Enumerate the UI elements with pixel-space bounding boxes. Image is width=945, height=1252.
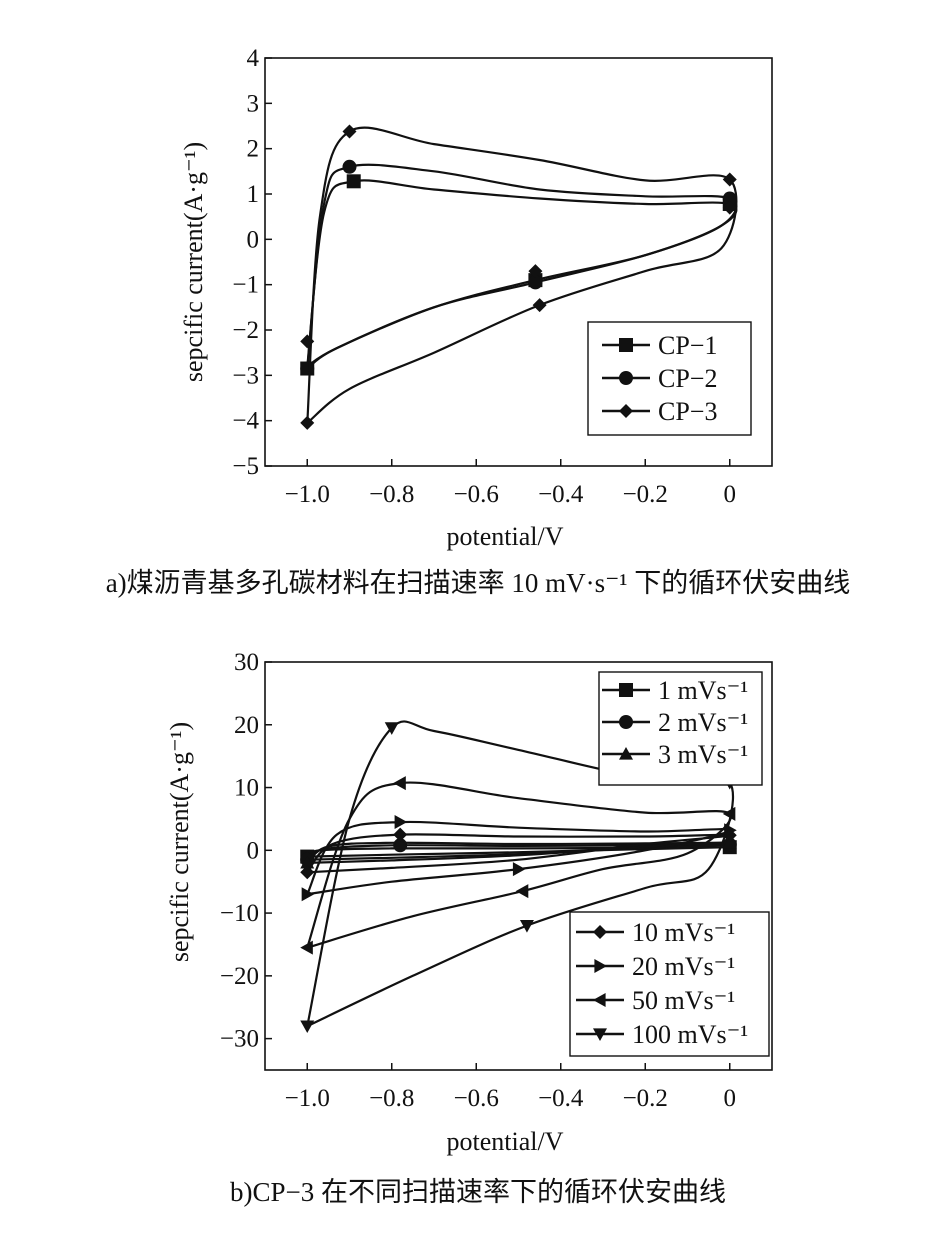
panel-a-plot-frame xyxy=(264,57,773,467)
series-marker-CP−3 xyxy=(532,298,547,313)
series-marker-100 mVs⁻¹ xyxy=(519,920,534,933)
series-marker-10 mVs⁻¹ xyxy=(300,865,315,880)
y-tick-label: 1 xyxy=(247,181,260,208)
series-marker-20 mVs⁻¹ xyxy=(512,862,526,877)
x-tick-label: −0.4 xyxy=(538,481,584,508)
series-marker-CP−2 xyxy=(300,361,315,376)
x-tick-label: −0.2 xyxy=(623,1085,668,1112)
legend-label: CP−2 xyxy=(658,364,717,393)
panel-b-legend-top: 1 mVs⁻¹ 2 mVs⁻¹ 3 mVs⁻¹ xyxy=(598,671,763,786)
panel-b-y-ticks: 30 20 10 0 −10 −20 −30 xyxy=(220,649,272,1053)
legend-marker xyxy=(619,404,633,418)
series-marker-CP−1 xyxy=(346,174,361,189)
y-tick-label: 3 xyxy=(247,90,260,117)
series-marker-CP−3 xyxy=(528,264,543,279)
legend-label: 1 mVs⁻¹ xyxy=(658,676,748,705)
legend-label: CP−3 xyxy=(658,397,717,426)
series-marker-50 mVs⁻¹ xyxy=(393,776,406,791)
panel-a-legend: CP−1 CP−2 CP−3 xyxy=(587,321,752,436)
panel-a-x-ticks: −1.0 −0.8 −0.6 −0.4 −0.2 0 xyxy=(285,459,736,508)
panel-b-caption: b)CP−3 在不同扫描速率下的循环伏安曲线 xyxy=(230,1177,726,1207)
x-tick-label: 0 xyxy=(724,1085,737,1112)
legend-label: 50 mVs⁻¹ xyxy=(632,986,735,1015)
y-tick-label: −30 xyxy=(220,1026,259,1053)
panel-b-chart: 30 20 10 0 −10 −20 −30 −1.0 −0.8 −0.6 −0.4 −0.2 0 p… xyxy=(165,649,773,1207)
y-tick-label: −20 xyxy=(220,963,259,990)
series-marker-100 mVs⁻¹ xyxy=(384,722,399,735)
y-tick-label: 20 xyxy=(234,712,259,739)
y-tick-label: 2 xyxy=(247,136,260,163)
y-tick-label: 0 xyxy=(247,226,260,253)
legend-marker xyxy=(593,1028,607,1041)
legend-marker xyxy=(619,747,633,760)
series-marker-10 mVs⁻¹ xyxy=(393,827,408,842)
y-tick-label: −1 xyxy=(232,272,259,299)
series-marker-20 mVs⁻¹ xyxy=(394,815,408,830)
panel-a-series xyxy=(300,124,738,430)
series-marker-CP−2 xyxy=(722,191,737,206)
y-tick-label: −4 xyxy=(232,408,259,435)
series-marker-50 mVs⁻¹ xyxy=(515,884,529,899)
panel-a-y-axis-label: sepcific current(A·g⁻¹) xyxy=(179,142,208,382)
x-tick-label: 0 xyxy=(724,481,737,508)
panel-b-legend-bottom: 10 mVs⁻¹ 20 mVs⁻¹ 50 mVs⁻¹ 100 mVs⁻¹ xyxy=(569,911,770,1057)
x-tick-label: −0.4 xyxy=(538,1085,584,1112)
series-line-CP−3 xyxy=(306,126,738,424)
legend-marker xyxy=(593,925,607,939)
x-tick-label: −1.0 xyxy=(285,481,330,508)
panel-a-chart: 4 3 2 1 0 −1 −2 −3 −4 −5 −1.0 −0.8 −0.6 −0.4 −0.2 0 po… xyxy=(106,45,851,598)
legend-label: 20 mVs⁻¹ xyxy=(632,952,735,981)
series-marker-CP−3 xyxy=(300,334,315,349)
series-marker-CP−3 xyxy=(300,415,315,430)
legend-marker xyxy=(619,683,633,697)
legend-marker xyxy=(619,338,633,352)
panel-a-y-ticks: 4 3 2 1 0 −1 −2 −3 −4 −5 xyxy=(232,45,272,480)
series-marker-3 mVs⁻¹ xyxy=(393,835,408,849)
legend-marker xyxy=(619,371,633,385)
y-tick-label: −2 xyxy=(232,317,259,344)
x-tick-label: −0.2 xyxy=(623,481,668,508)
x-tick-label: −1.0 xyxy=(285,1085,330,1112)
panel-b-x-ticks: −1.0 −0.8 −0.6 −0.4 −0.2 0 xyxy=(285,1063,736,1112)
legend-label: 3 mVs⁻¹ xyxy=(658,740,748,769)
legend-marker xyxy=(594,959,607,973)
panel-a-caption: a)煤沥青基多孔碳材料在扫描速率 10 mV·s⁻¹ 下的循环伏安曲线 xyxy=(106,568,851,598)
legend-marker xyxy=(593,993,606,1007)
series-marker-20 mVs⁻¹ xyxy=(301,887,315,902)
x-tick-label: −0.6 xyxy=(454,1085,499,1112)
series-marker-CP−2 xyxy=(342,159,357,174)
series-marker-CP−3 xyxy=(722,200,737,215)
x-tick-label: −0.6 xyxy=(454,481,499,508)
series-line-3 mVs⁻¹ xyxy=(306,841,731,864)
x-tick-label: −0.8 xyxy=(369,481,414,508)
y-tick-label: −5 xyxy=(232,453,259,480)
y-tick-label: 10 xyxy=(234,775,259,802)
legend-label: 10 mVs⁻¹ xyxy=(632,918,735,947)
panel-a-x-axis-label: potential/V xyxy=(447,522,564,551)
legend-label: 100 mVs⁻¹ xyxy=(632,1020,748,1049)
y-tick-label: 4 xyxy=(247,45,260,72)
y-tick-label: 0 xyxy=(247,837,260,864)
series-marker-100 mVs⁻¹ xyxy=(300,1020,315,1034)
panel-b-y-axis-label: sepcific current(A·g⁻¹) xyxy=(165,722,194,962)
series-marker-50 mVs⁻¹ xyxy=(300,940,313,955)
legend-label: CP−1 xyxy=(658,331,717,360)
series-line-1 mVs⁻¹ xyxy=(306,846,731,858)
series-line-20 mVs⁻¹ xyxy=(306,820,731,896)
series-marker-CP−3 xyxy=(342,124,357,139)
panel-b-x-axis-label: potential/V xyxy=(447,1127,564,1156)
series-marker-CP−3 xyxy=(722,172,737,187)
series-marker-CP−2 xyxy=(528,275,543,290)
y-tick-label: −10 xyxy=(220,900,259,927)
y-tick-label: 30 xyxy=(234,649,259,676)
legend-label: 2 mVs⁻¹ xyxy=(658,708,748,737)
panel-b-plot-frame xyxy=(264,661,773,1071)
legend-marker xyxy=(619,715,633,729)
y-tick-label: −3 xyxy=(232,362,259,389)
x-tick-label: −0.8 xyxy=(369,1085,414,1112)
